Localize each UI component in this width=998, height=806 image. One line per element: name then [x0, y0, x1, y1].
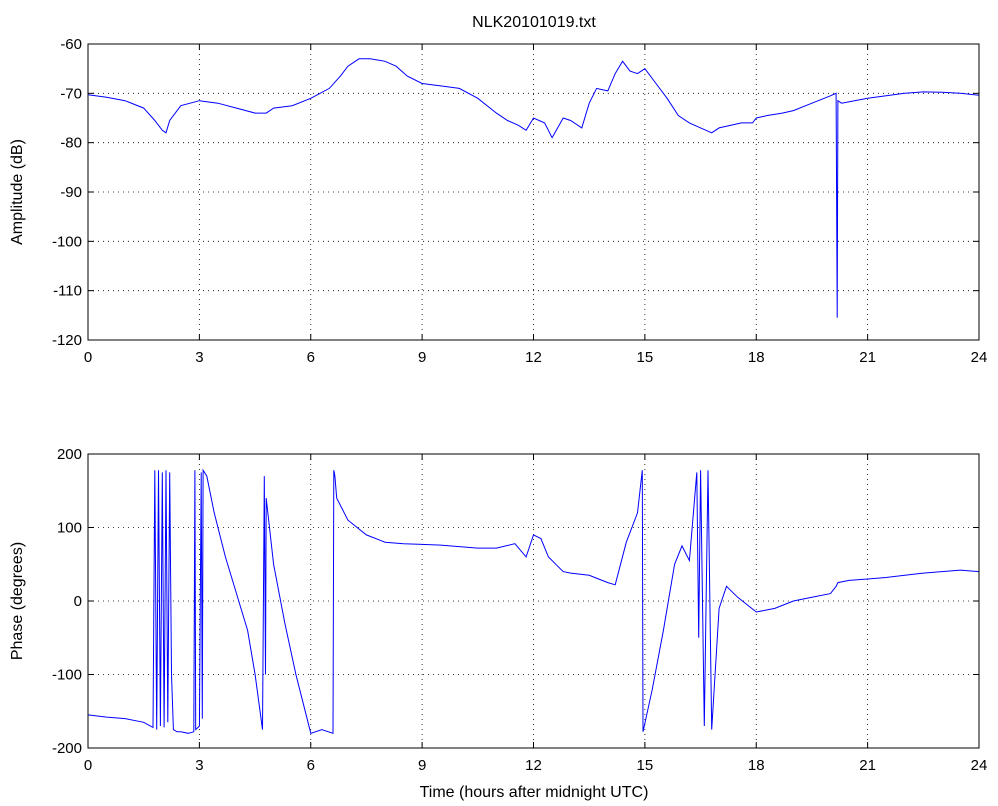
amplitude-y-axis-label: Amplitude (dB) — [9, 139, 26, 245]
amplitude-y-tick-label: -100 — [52, 233, 82, 250]
amplitude-y-tick-label: -60 — [60, 36, 82, 53]
phase-x-tick-label: 15 — [637, 757, 654, 774]
amplitude-chart: NLK20101019.txt 0 3 6 9 12 15 18 21 24 -120 -110 -1… — [9, 14, 987, 366]
phase-y-tick-label: 0 — [74, 593, 82, 610]
amplitude-x-tick-label: 0 — [84, 349, 92, 366]
amplitude-y-tick-label: -110 — [53, 283, 82, 300]
phase-x-tick-label: 18 — [748, 757, 765, 774]
phase-x-tick-label: 12 — [525, 757, 542, 774]
amplitude-x-tick-label: 12 — [525, 349, 542, 366]
amplitude-series-line — [87, 58, 980, 318]
amplitude-x-tick-label: 24 — [971, 349, 988, 366]
phase-x-tick-label: 6 — [307, 757, 315, 774]
phase-y-tick-label: 200 — [57, 446, 82, 463]
amplitude-x-tick-label: 6 — [307, 349, 315, 366]
amplitude-y-tick-label: -120 — [52, 332, 82, 349]
amplitude-y-tick-label: -80 — [60, 135, 82, 152]
phase-chart: 0 3 6 9 12 15 18 21 24 -200 -100 0 100 200 Phase (deg… — [9, 446, 987, 801]
phase-y-tick-label: -100 — [52, 667, 82, 684]
chart-title: NLK20101019.txt — [472, 14, 596, 31]
amplitude-x-tick-label: 9 — [418, 349, 426, 366]
phase-x-tick-label: 21 — [859, 757, 876, 774]
phase-x-tick-label: 0 — [84, 757, 92, 774]
phase-x-tick-label: 9 — [418, 757, 426, 774]
amplitude-x-tick-label: 15 — [637, 349, 654, 366]
phase-x-tick-label: 3 — [195, 757, 203, 774]
phase-series-line — [87, 468, 980, 734]
phase-y-axis-label: Phase (degrees) — [9, 542, 26, 660]
amplitude-y-tick-label: -70 — [60, 85, 82, 102]
phase-y-tick-label: -200 — [52, 740, 82, 757]
phase-x-tick-label: 24 — [971, 757, 988, 774]
phase-x-axis-label: Time (hours after midnight UTC) — [420, 784, 649, 801]
amplitude-x-tick-label: 21 — [859, 349, 876, 366]
amplitude-y-tick-label: -90 — [60, 184, 82, 201]
phase-y-tick-label: 100 — [57, 520, 82, 537]
amplitude-x-tick-label: 3 — [195, 349, 203, 366]
amplitude-x-tick-label: 18 — [748, 349, 765, 366]
